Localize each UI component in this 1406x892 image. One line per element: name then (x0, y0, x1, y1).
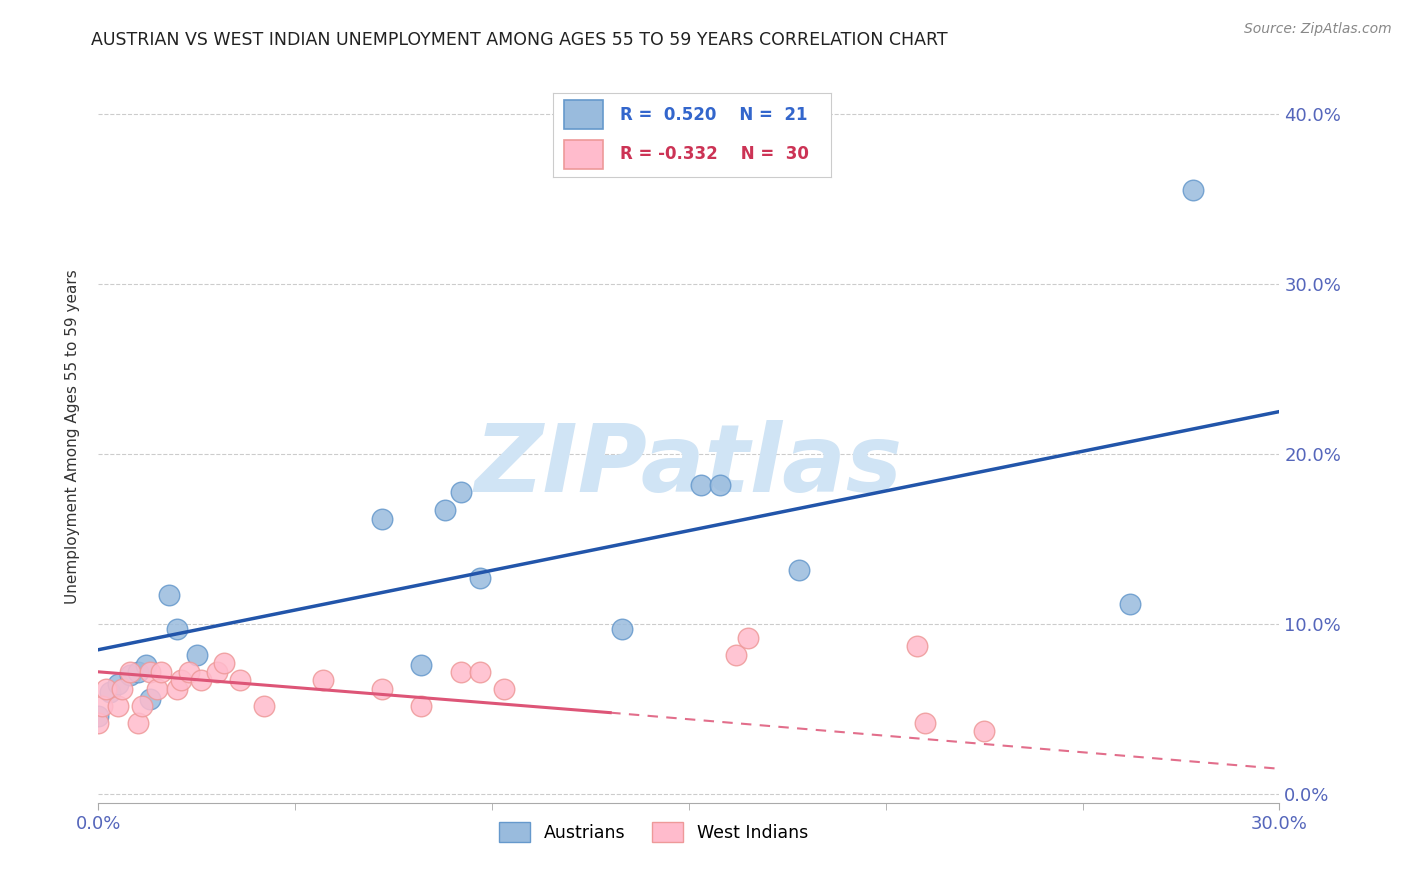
Point (118, 665, 141, 679)
Point (138, 692, 160, 706)
Point (1119, 597, 1142, 611)
Y-axis label: Unemployment Among Ages 55 to 59 years: Unemployment Among Ages 55 to 59 years (65, 269, 80, 605)
Point (170, 673, 193, 688)
Point (470, 571, 492, 585)
Legend: Austrians, West Indians: Austrians, West Indians (492, 815, 815, 849)
Point (914, 715, 936, 730)
Point (411, 658, 433, 673)
Point (450, 665, 472, 679)
Point (146, 681, 169, 696)
Point (91, 698, 114, 713)
Point (96, 681, 118, 696)
Point (973, 724, 995, 739)
Point (371, 512, 394, 526)
Point (87, 715, 110, 730)
Point (411, 698, 433, 713)
Point (610, 622, 633, 636)
Point (492, 681, 515, 696)
Point (166, 622, 188, 636)
Point (1181, 183, 1204, 197)
Point (150, 665, 173, 679)
Point (135, 658, 157, 673)
Point (725, 648, 748, 662)
Point (127, 715, 149, 730)
Point (470, 665, 492, 679)
Text: AUSTRIAN VS WEST INDIAN UNEMPLOYMENT AMONG AGES 55 TO 59 YEARS CORRELATION CHART: AUSTRIAN VS WEST INDIAN UNEMPLOYMENT AMO… (91, 31, 948, 49)
Text: ZIPatlas: ZIPatlas (475, 420, 903, 512)
Point (166, 681, 188, 696)
Point (214, 657, 236, 671)
Point (131, 698, 153, 713)
Point (312, 673, 335, 688)
Point (709, 477, 731, 491)
Point (111, 681, 134, 696)
Point (905, 640, 928, 654)
Point (138, 665, 160, 679)
Point (190, 673, 212, 688)
Point (107, 698, 129, 713)
Point (371, 681, 394, 696)
Point (787, 563, 810, 577)
Point (737, 631, 759, 645)
Point (186, 648, 208, 662)
Point (450, 484, 472, 499)
Point (157, 588, 180, 602)
Point (689, 477, 711, 491)
Point (127, 665, 149, 679)
Point (205, 665, 228, 679)
Point (118, 668, 141, 682)
Point (433, 503, 456, 517)
Point (87, 709, 110, 723)
Text: Source: ZipAtlas.com: Source: ZipAtlas.com (1244, 22, 1392, 37)
Point (98, 685, 121, 699)
Point (253, 698, 276, 713)
Point (229, 673, 252, 688)
Point (107, 677, 129, 691)
Point (177, 665, 200, 679)
